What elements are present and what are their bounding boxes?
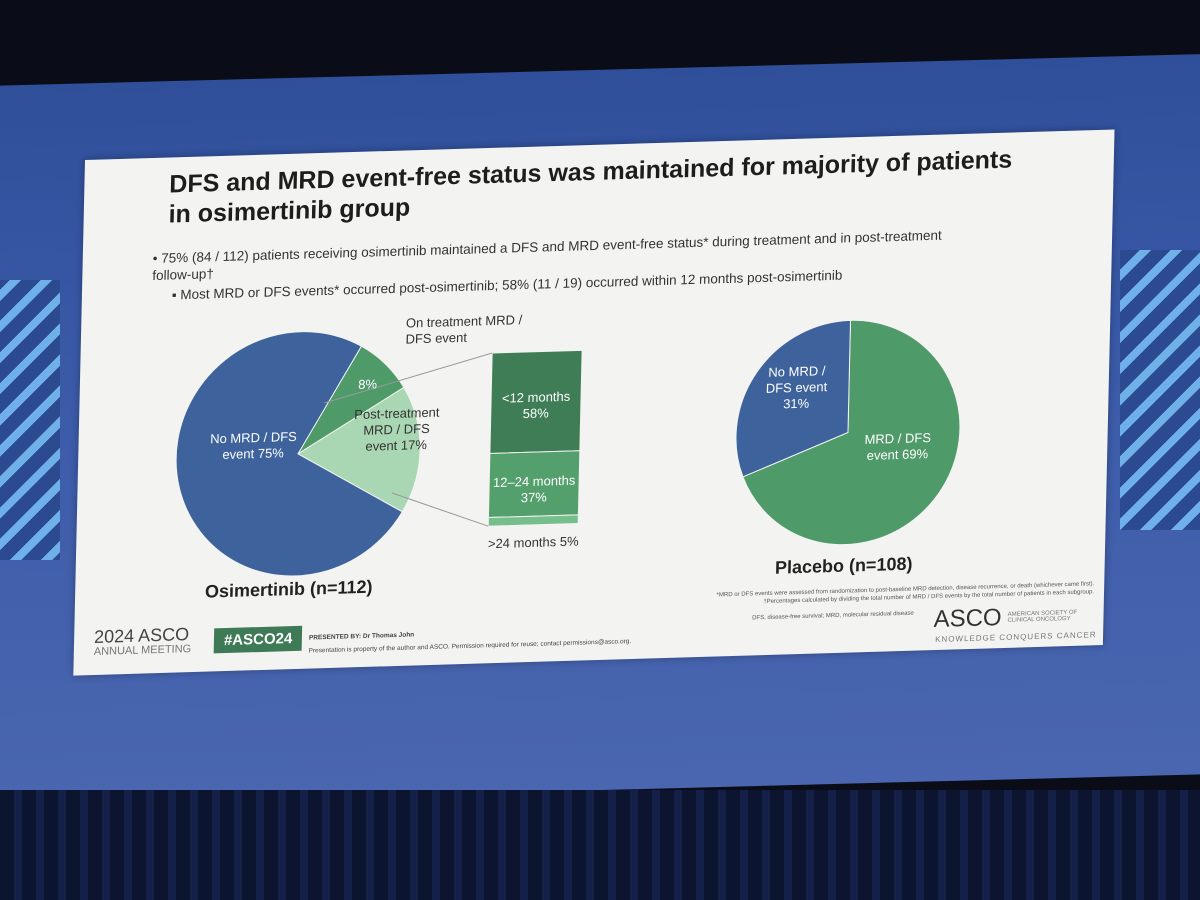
asco-society: AMERICAN SOCIETY OF CLINICAL ONCOLOGY xyxy=(1007,609,1078,624)
asco-logo: ASCO AMERICAN SOCIETY OF CLINICAL ONCOLO… xyxy=(933,603,1078,633)
side-screen-left xyxy=(0,280,60,560)
bar-label-12-24: 12–24 months 37% xyxy=(492,472,576,506)
bar-label-lt12: <12 months 58% xyxy=(501,388,571,422)
pie-slice-mrd-dfs-event xyxy=(742,319,961,546)
label-no-event-text: No MRD / DFS event 75% xyxy=(210,428,297,463)
label-no-event: No MRD / DFS event 75% xyxy=(208,429,299,464)
bar-label-gt24: >24 months 5% xyxy=(487,533,579,552)
placebo-pie xyxy=(735,319,961,546)
pie-slice-post-treatment-mrd-dfs-event xyxy=(297,386,421,513)
placebo-label-event: MRD / DFS event 69% xyxy=(864,430,932,463)
timing-stacked-bar xyxy=(487,349,583,527)
callout-on-treatment: On treatment MRD / DFS event xyxy=(405,312,523,347)
placebo-caption: Placebo (n=108) xyxy=(774,553,913,578)
side-screen-right xyxy=(1120,250,1200,530)
meeting-logo: 2024 ASCO ANNUAL MEETING xyxy=(93,624,192,660)
pie-slice-no-mrd-dfs-event xyxy=(175,331,403,577)
bar-segment-2 xyxy=(487,514,579,527)
asco-logo-text: ASCO xyxy=(933,603,1002,634)
connector-top xyxy=(324,352,493,404)
stage-curtain xyxy=(0,790,1200,900)
slide: DFS and MRD event-free status was mainta… xyxy=(73,129,1115,676)
pie-slice-no-mrd-dfs-event xyxy=(735,319,852,478)
osimertinib-pie xyxy=(175,331,421,577)
hashtag-badge: #ASCO24 xyxy=(213,625,303,654)
label-on-treatment-pct: 8% xyxy=(358,376,378,393)
charts-svg xyxy=(175,319,961,577)
connector-bottom xyxy=(391,492,489,527)
meeting-name: ANNUAL MEETING xyxy=(93,643,192,658)
placebo-label-no-event: No MRD / DFS event 31% xyxy=(765,363,828,412)
label-post-treatment: Post-treatment MRD / DFS event 17% xyxy=(354,404,440,454)
